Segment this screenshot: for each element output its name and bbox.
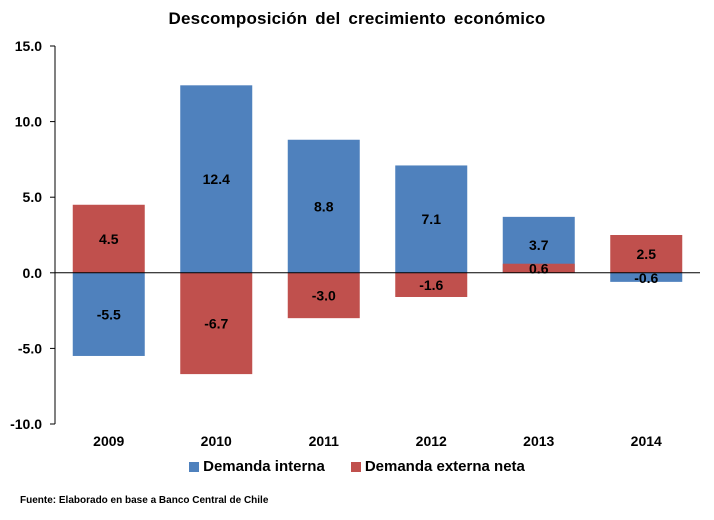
legend-label-demanda-externa: Demanda externa neta (364, 458, 525, 475)
data-label: 7.1 (422, 211, 442, 227)
legend-swatch-demanda-interna (189, 461, 200, 472)
bar-demanda-interna-2009 (72, 272, 145, 356)
data-label: 0.6 (529, 261, 549, 277)
x-tick-label: 2012 (416, 433, 447, 449)
legend-item-demanda-externa: Demanda externa neta (350, 458, 525, 475)
bar-demanda-externa-2012 (395, 272, 468, 297)
legend-swatch-demanda-externa (350, 461, 361, 472)
x-tick-label: 2009 (93, 433, 124, 449)
data-label: -5.5 (97, 306, 121, 322)
source-note: Fuente: Elaborado en base a Banco Centra… (20, 495, 269, 506)
data-label: -0.6 (634, 270, 658, 286)
y-tick-label: 10.0 (15, 114, 42, 130)
bar-demanda-externa-2011 (287, 272, 360, 319)
data-label: -6.7 (204, 315, 228, 331)
bar-demanda-externa-2009 (72, 204, 145, 273)
x-tick-label: 2011 (309, 433, 340, 449)
data-label: -1.6 (419, 277, 443, 293)
bar-demanda-interna-2011 (287, 139, 360, 273)
bar-demanda-externa-2010 (180, 272, 253, 375)
bar-demanda-interna-2013 (502, 216, 575, 273)
bar-demanda-interna-2010 (180, 85, 253, 273)
chart-title: Descomposición del crecimiento económico (168, 9, 546, 28)
y-tick-label: -10.0 (10, 416, 42, 432)
legend-item-demanda-interna: Demanda interna (189, 458, 325, 475)
bar-demanda-interna-2012 (395, 165, 468, 273)
y-tick-label: 0.0 (23, 265, 43, 281)
data-label: 4.5 (99, 231, 119, 247)
bar-demanda-interna-2014 (610, 272, 683, 282)
data-label: 12.4 (203, 171, 230, 187)
y-tick-label: 15.0 (15, 38, 42, 54)
data-label: 8.8 (314, 198, 334, 214)
y-tick-label: -5.0 (18, 340, 42, 356)
data-label: 2.5 (637, 246, 657, 262)
x-tick-label: 2013 (523, 433, 554, 449)
data-label: 3.7 (529, 237, 549, 253)
y-tick-label: 5.0 (23, 189, 43, 205)
legend-label-demanda-interna: Demanda interna (203, 458, 325, 475)
x-tick-label: 2014 (631, 433, 662, 449)
x-tick-label: 2010 (201, 433, 232, 449)
bar-demanda-externa-2013 (502, 263, 575, 273)
legend: Demanda interna Demanda externa neta (0, 458, 714, 475)
data-label: -3.0 (312, 287, 336, 303)
bar-demanda-externa-2014 (610, 235, 683, 273)
